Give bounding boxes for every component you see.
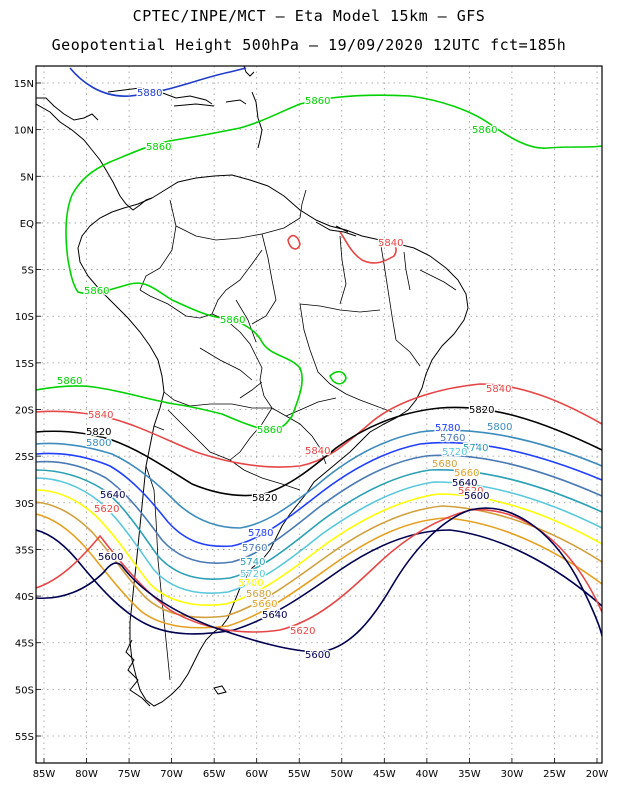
contour-label: 5700 — [238, 578, 263, 589]
contour-label: 5840 — [378, 238, 403, 249]
contour-label: 5740 — [463, 443, 488, 454]
contour-label: 5680 — [246, 589, 271, 600]
contour-label: 5620 — [290, 626, 315, 637]
contour-label: 5820 — [86, 427, 111, 438]
contour-5720 — [36, 477, 602, 594]
latitude-labels: 15N 10N 5N EQ 5S 10S 15S 20S 25S 30S 35S 40S 45S 50S 5… — [14, 79, 34, 743]
lon-tick-label: 35W — [458, 769, 481, 780]
lon-tick-label: 85W — [33, 769, 56, 780]
map-title-line1: CPTEC/INPE/MCT – Eta Model 15km – GFS — [132, 7, 486, 25]
contour-label: 5740 — [240, 557, 265, 568]
contour-5740 — [36, 469, 602, 580]
lat-tick-label: 10N — [14, 126, 34, 137]
contour-5840-north — [339, 231, 397, 264]
contour-5860-north-b — [36, 259, 303, 432]
contour-lines — [36, 67, 602, 653]
lat-tick-label: 40S — [15, 592, 34, 603]
contour-label: 5860 — [57, 376, 82, 387]
contour-5860-loop — [329, 370, 347, 385]
contour-label: 5860 — [84, 286, 109, 297]
contour-label: 5640 — [262, 610, 287, 621]
lon-tick-label: 45W — [373, 769, 396, 780]
contour-5620 — [36, 508, 602, 633]
contour-label: 5820 — [469, 405, 494, 416]
contour-5640 — [36, 529, 602, 635]
contour-label: 5680 — [432, 459, 457, 470]
contour-5840-south — [36, 383, 602, 468]
contour-label: 5860 — [220, 315, 245, 326]
contour-label: 5840 — [88, 410, 113, 421]
contour-label: 5820 — [252, 493, 277, 504]
lat-tick-label: 25S — [15, 452, 34, 463]
contour-label: 5760 — [242, 543, 267, 554]
contour-5840-loop — [287, 234, 301, 250]
lat-tick-label: 10S — [15, 312, 34, 323]
contour-label: 5620 — [458, 486, 483, 497]
lat-tick-label: 45S — [15, 639, 34, 650]
map-frame — [35, 65, 603, 764]
contour-label: 5780 — [435, 423, 460, 434]
contour-5760 — [36, 454, 602, 564]
contour-5680 — [36, 501, 602, 619]
lat-tick-label: 15S — [15, 359, 34, 370]
longitude-labels: 85W 80W 75W 70W 65W 60W 55W 50W 45W 40W 35W 30W 25W 2… — [33, 769, 609, 780]
coastline — [36, 66, 469, 707]
lon-tick-label: 25W — [543, 769, 566, 780]
lon-tick-label: 80W — [75, 769, 98, 780]
contour-label: 5860 — [257, 425, 282, 436]
lon-tick-label: 30W — [501, 769, 524, 780]
lon-tick-label: 65W — [203, 769, 226, 780]
lon-tick-label: 40W — [416, 769, 439, 780]
contour-labels: 5880 5860 5860 5860 5860 5860 5860 5860 … — [56, 87, 514, 663]
lat-tick-label: 15N — [14, 79, 34, 90]
contour-label: 5840 — [486, 384, 511, 395]
map-title-line2: Geopotential Height 500hPa – 19/09/2020 … — [51, 36, 567, 54]
contour-5700 — [36, 489, 602, 606]
lat-tick-label: 30S — [15, 499, 34, 510]
contour-label: 5640 — [100, 490, 125, 501]
country-borders — [139, 189, 457, 681]
contour-5860-north — [65, 94, 602, 261]
contour-5660 — [36, 513, 602, 629]
contour-label: 5720 — [240, 569, 265, 580]
lon-tick-label: 60W — [245, 769, 268, 780]
contour-label: 5800 — [487, 422, 512, 433]
lat-tick-label: 50S — [15, 685, 34, 696]
lon-tick-label: 70W — [160, 769, 183, 780]
contour-5880 — [69, 67, 247, 97]
contour-5800 — [36, 429, 602, 529]
contour-label: 5800 — [86, 438, 111, 449]
lon-tick-label: 20W — [586, 769, 609, 780]
contour-label: 5600 — [98, 552, 123, 563]
contour-label: 5860 — [472, 125, 497, 136]
contour-5820 — [36, 406, 602, 497]
lon-tick-label: 50W — [330, 769, 353, 780]
contour-label: 5660 — [252, 599, 277, 610]
lat-tick-label: 5N — [20, 172, 34, 183]
lon-tick-label: 55W — [288, 769, 311, 780]
lat-tick-label: 35S — [15, 545, 34, 556]
lat-tick-label: 55S — [15, 732, 34, 743]
lon-tick-label: 75W — [118, 769, 141, 780]
contour-5780 — [36, 441, 602, 548]
contour-label: 5720 — [442, 447, 467, 458]
contour-label: 5880 — [137, 88, 162, 99]
contour-label: 5620 — [94, 504, 119, 515]
contour-label: 5840 — [305, 446, 330, 457]
contour-label: 5640 — [452, 478, 477, 489]
contour-label: 5600 — [305, 650, 330, 661]
contour-label: 5860 — [146, 142, 171, 153]
lat-tick-label: 20S — [15, 406, 34, 417]
contour-label: 5860 — [305, 96, 330, 107]
contour-label: 5600 — [464, 491, 489, 502]
contour-label: 5660 — [454, 468, 479, 479]
lat-tick-label: EQ — [20, 219, 34, 230]
contour-label: 5760 — [440, 433, 465, 444]
contour-5600 — [36, 507, 602, 653]
lat-tick-label: 5S — [21, 266, 34, 277]
contour-label: 5780 — [248, 528, 273, 539]
